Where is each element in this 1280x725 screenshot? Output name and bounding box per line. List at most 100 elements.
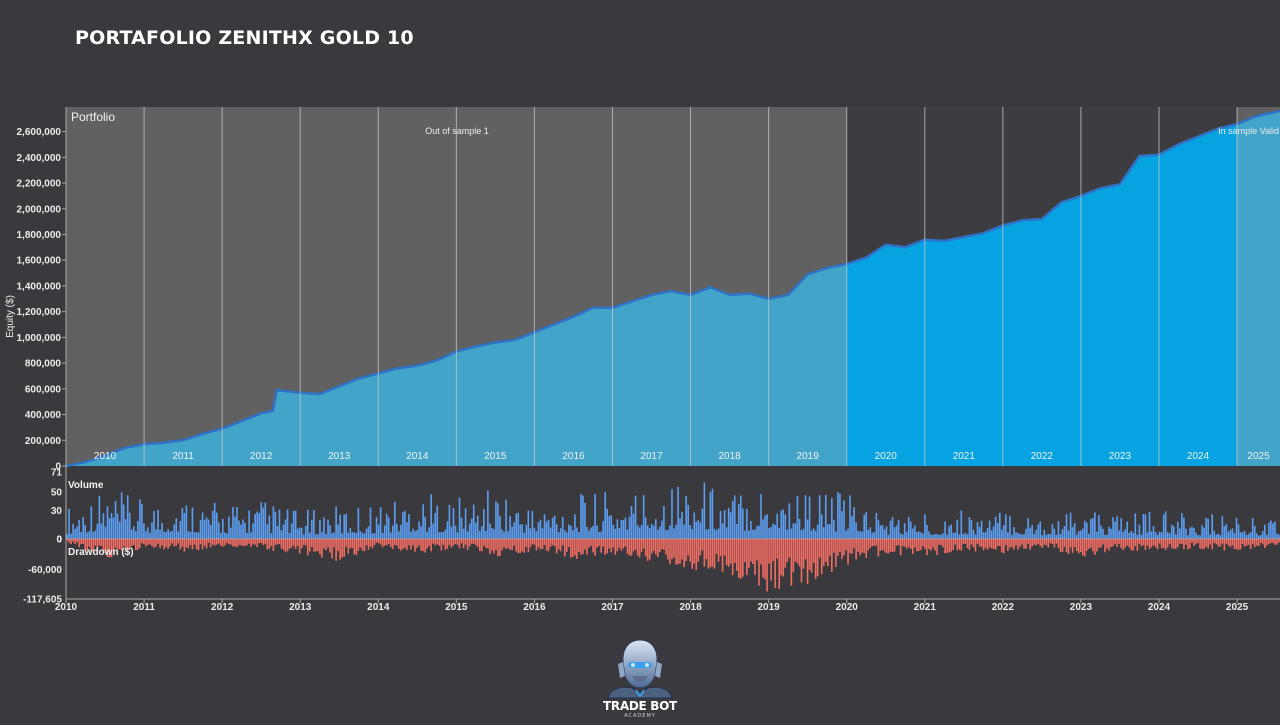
drawdown-bar: [201, 539, 204, 550]
drawdown-bar: [1100, 539, 1102, 548]
volume-bar: [758, 525, 760, 539]
drawdown-bar: [826, 539, 829, 567]
drawdown-bar: [565, 539, 568, 552]
volume-bar: [139, 499, 141, 539]
drawdown-bar: [978, 539, 981, 547]
drawdown-bar: [213, 539, 216, 546]
volume-bar: [302, 534, 305, 539]
volume-bar: [1215, 534, 1218, 539]
drawdown-bar: [808, 539, 811, 570]
drawdown-bar: [677, 539, 679, 565]
volume-bar: [820, 514, 823, 539]
volume-bar: [946, 534, 948, 539]
drawdown-bar: [1170, 539, 1173, 549]
drawdown-bar: [357, 539, 360, 551]
volume-bar: [543, 514, 546, 539]
drawdown-bar: [1063, 539, 1066, 547]
drawdown-bar: [788, 539, 791, 558]
volume-bar: [723, 510, 726, 539]
drawdown-bar: [986, 539, 989, 550]
drawdown-bar: [924, 539, 926, 549]
drawdown-bar: [806, 539, 809, 585]
drawdown-bar: [1037, 539, 1040, 545]
volume-bar: [428, 527, 430, 539]
drawdown-bar: [733, 539, 736, 563]
drawdown-bar: [618, 539, 621, 548]
volume-bar: [375, 517, 378, 539]
drawdown-bar: [260, 539, 263, 543]
drawdown-bar: [857, 539, 859, 552]
drawdown-bar: [1199, 539, 1201, 549]
drawdown-bar: [1195, 539, 1197, 545]
drawdown-bar: [505, 539, 507, 550]
volume-bar: [335, 506, 337, 539]
drawdown-bar: [222, 539, 224, 547]
drawdown-bar: [385, 539, 388, 546]
volume-bar: [766, 514, 768, 539]
volume-bar: [867, 529, 870, 539]
drawdown-bar: [1116, 539, 1118, 548]
drawdown-tick-label: -60,000: [28, 565, 62, 576]
volume-bar: [90, 506, 93, 539]
drawdown-bar: [576, 539, 578, 559]
drawdown-bar: [1219, 539, 1222, 547]
volume-bar: [1245, 534, 1248, 539]
drawdown-bar: [691, 539, 694, 569]
volume-bar: [1073, 523, 1076, 539]
volume-bar: [913, 525, 916, 539]
volume-bar: [1094, 512, 1096, 539]
volume-bar: [776, 513, 779, 539]
volume-bar: [1013, 527, 1015, 539]
volume-bar: [1247, 533, 1250, 539]
drawdown-bar: [266, 539, 269, 550]
drawdown-bar: [1150, 539, 1153, 548]
volume-bar: [596, 525, 598, 539]
volume-bar: [1059, 533, 1062, 539]
volume-bar: [1239, 532, 1242, 539]
volume-bar: [124, 519, 127, 539]
drawdown-bar: [521, 539, 524, 552]
drawdown-bar: [483, 539, 485, 547]
drawdown-bar: [843, 539, 845, 556]
volume-bar: [203, 519, 206, 539]
drawdown-bar: [1045, 539, 1048, 546]
volume-bar: [1015, 532, 1017, 539]
volume-bar: [705, 529, 708, 539]
volume-bar: [120, 492, 123, 539]
volume-bar: [982, 532, 985, 539]
drawdown-bar: [84, 539, 87, 551]
period-label: 2024: [1187, 451, 1210, 462]
volume-bar: [1051, 524, 1054, 539]
volume-bar: [847, 528, 849, 539]
volume-bar: [1225, 524, 1228, 539]
drawdown-bar: [76, 539, 78, 543]
drawdown-bar: [632, 539, 635, 552]
drawdown-bar: [286, 539, 289, 552]
drawdown-bar: [240, 539, 242, 546]
drawdown-bar: [798, 539, 801, 567]
volume-bar: [1187, 535, 1189, 539]
volume-bar: [339, 514, 341, 539]
volume-bar: [1227, 531, 1230, 539]
drawdown-bar: [270, 539, 273, 546]
drawdown-bar: [153, 539, 155, 548]
drawdown-bar: [612, 539, 615, 548]
drawdown-bar: [816, 539, 819, 577]
volume-bar: [1213, 530, 1216, 539]
drawdown-bar: [341, 539, 343, 558]
volume-bar: [600, 531, 602, 539]
volume-bar: [80, 532, 82, 539]
volume-bar: [387, 517, 390, 539]
volume-bar: [778, 527, 781, 539]
drawdown-bar: [574, 539, 576, 556]
volume-bar: [984, 532, 987, 539]
volume-bar: [614, 528, 617, 539]
drawdown-bar: [130, 539, 133, 547]
drawdown-bar: [752, 539, 754, 565]
volume-bar: [219, 532, 222, 539]
volume-bar: [361, 532, 364, 539]
drawdown-bar: [1243, 539, 1246, 547]
volume-bar: [450, 526, 453, 539]
y-tick-label: 200,000: [25, 436, 62, 447]
volume-bar: [752, 529, 754, 539]
